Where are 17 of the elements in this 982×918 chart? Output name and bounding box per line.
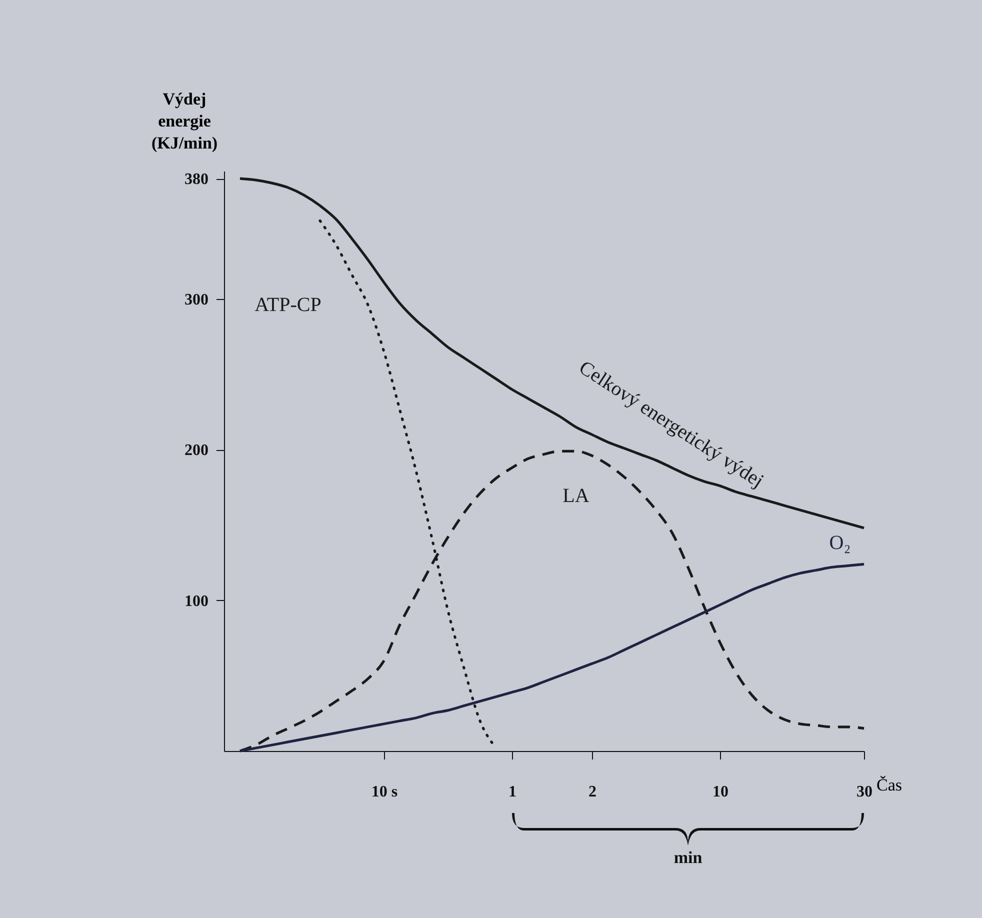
x-tick-label: 30 <box>856 784 872 800</box>
x-tick-label: 2 <box>588 784 596 800</box>
x-axis-title: Čas <box>876 776 902 794</box>
text: min <box>674 848 703 867</box>
x-tick-label: 1 <box>508 784 516 800</box>
x-tick-label: 10 s <box>371 784 398 800</box>
series-label: ATP-CP <box>254 294 322 316</box>
series-label: LA <box>562 485 590 508</box>
line-series <box>238 562 866 752</box>
y-axis-title: Výdej energie (KJ/min) <box>151 90 218 152</box>
y-tick-label: 100 <box>184 592 208 610</box>
line-series <box>238 177 866 530</box>
series-label: O₂ <box>829 532 851 554</box>
x-tick-label: 10 <box>712 784 728 800</box>
y-tick-label: 380 <box>184 171 208 188</box>
y-tick-label: 200 <box>184 442 208 460</box>
y-tick-label: 300 <box>184 292 208 309</box>
